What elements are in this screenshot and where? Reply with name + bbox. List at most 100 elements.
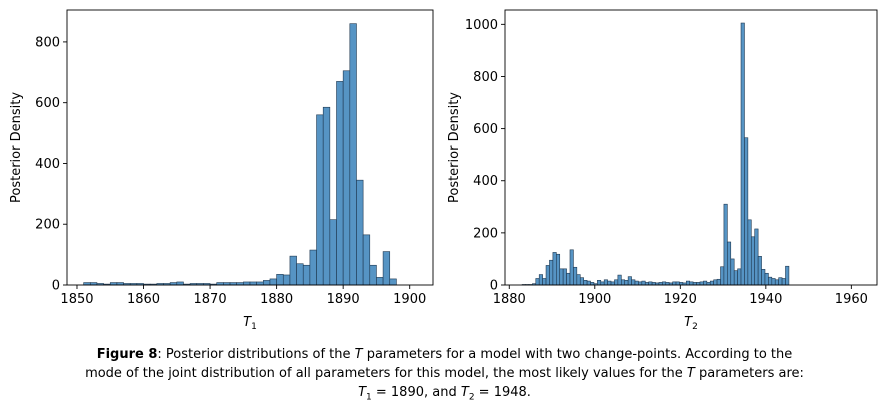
t2-bar — [634, 280, 639, 286]
t2-y-axis-label: Posterior Density — [447, 92, 462, 203]
t2-bar — [562, 268, 567, 286]
t1-x-tick-label: 1890 — [327, 292, 360, 307]
t2-bar — [713, 279, 718, 286]
t2-x-tick-label: 1960 — [835, 292, 868, 307]
t2-bar — [638, 281, 643, 286]
t2-bar — [603, 279, 608, 286]
t2-bar — [662, 281, 667, 286]
t2-bar — [723, 203, 728, 286]
t2-bar — [573, 266, 578, 286]
t1-bar — [316, 114, 324, 286]
t1-bar — [356, 179, 364, 286]
t1-bar — [289, 255, 297, 286]
t2-bar — [785, 265, 790, 286]
t1-x-tick-label: 1850 — [60, 292, 93, 307]
t2-bar — [750, 236, 756, 286]
t2-bar — [614, 279, 619, 286]
t1-bar — [382, 251, 391, 286]
t1-bar — [176, 281, 184, 286]
t2-bar — [569, 249, 574, 286]
t2-bar — [583, 280, 588, 286]
t1-bar — [376, 277, 384, 286]
t2-bar — [764, 272, 769, 286]
t2-x-axis-label: T2 — [684, 315, 698, 332]
t1-bar — [249, 281, 257, 286]
t1-bar — [282, 274, 291, 286]
t2-bar — [689, 281, 694, 286]
t2-bar — [781, 278, 786, 286]
t2-bar — [559, 268, 564, 286]
t2-bar — [610, 281, 615, 286]
t2-bar — [579, 277, 584, 286]
t1-y-tick-label: 200 — [35, 218, 60, 233]
t1-x-tick-label: 1880 — [260, 292, 293, 307]
t2-y-tick-label: 600 — [473, 122, 498, 137]
t2-bar — [624, 280, 629, 286]
t1-x-tick-label: 1870 — [194, 292, 227, 307]
t2-bar — [744, 137, 749, 286]
t2-bar — [600, 281, 605, 286]
t2-bar — [716, 278, 721, 286]
t2-bar — [740, 22, 745, 286]
t2-bar — [552, 252, 557, 286]
t1-bar — [263, 280, 271, 286]
t1-bar — [362, 234, 371, 286]
caption-sub-1: 1 — [366, 392, 372, 403]
t1-bar — [336, 81, 344, 286]
figure-caption: Figure 8: Posterior distributions of the… — [20, 345, 869, 408]
t2-bar — [761, 269, 766, 286]
t2-bar — [685, 280, 691, 286]
t2-bar — [771, 278, 776, 286]
caption-text-4: parameters are: — [694, 366, 804, 381]
t2-bar — [778, 277, 783, 286]
caption-figure-label: Figure 8 — [96, 347, 158, 362]
t2-bar — [737, 268, 742, 286]
histogram-t1: 1850 1860 1870 1880 1890 1900 0 200 400 600 800 Pos… — [9, 9, 434, 332]
caption-text-1: : Posterior distributions of the — [157, 347, 355, 362]
t2-x-tick-label: 1880 — [493, 292, 526, 307]
t2-bar — [535, 278, 540, 286]
t2-bar — [720, 266, 725, 286]
t1-bar — [256, 281, 264, 286]
caption-text-3: mode of the joint distribution of all pa… — [85, 366, 687, 381]
t2-x-tick-label: 1920 — [664, 292, 697, 307]
t1-bar — [309, 249, 317, 286]
t2-bar — [675, 281, 680, 286]
t1-bar — [369, 264, 377, 286]
t1-y-tick-label: 400 — [35, 157, 60, 172]
t1-y-tick-label: 600 — [35, 96, 60, 111]
t2-bar — [617, 274, 622, 286]
t2-bar — [703, 280, 708, 286]
t2-axes-frame — [504, 9, 878, 286]
t2-bar — [747, 219, 752, 286]
t1-bar — [269, 278, 277, 286]
t2-x-tick-label: 1940 — [749, 292, 782, 307]
t2-bar — [733, 270, 738, 286]
t2-bar — [709, 280, 714, 286]
t2-bar — [730, 258, 735, 286]
t2-bar — [566, 272, 571, 286]
t2-y-tick-label: 800 — [473, 70, 498, 85]
histogram-figure: 1850 1860 1870 1880 1890 1900 0 200 400 600 800 Pos… — [9, 9, 878, 332]
t2-bar — [648, 281, 653, 286]
t2-bar — [620, 279, 626, 286]
t2-bar — [631, 279, 636, 286]
t2-y-tick-label: 200 — [473, 226, 498, 241]
t2-bar — [768, 276, 773, 286]
caption-text-2: parameters for a model with two change-p… — [362, 347, 793, 362]
t1-bar — [322, 106, 331, 286]
t1-bar — [243, 281, 251, 286]
t2-bar — [538, 274, 543, 286]
t1-y-tick-label: 0 — [52, 279, 60, 294]
t2-bar — [627, 276, 632, 286]
caption-var-t-2: T — [686, 366, 695, 381]
t1-y-axis-label: Posterior Density — [9, 92, 24, 203]
t2-x-tick-label: 1900 — [578, 292, 611, 307]
t2-bar — [545, 265, 550, 286]
t1-x-axis-label: T1 — [243, 315, 257, 332]
t1-bar — [276, 274, 284, 286]
caption-var-t2: T — [460, 385, 469, 400]
t1-bar — [329, 219, 337, 286]
t2-bar — [757, 256, 762, 286]
